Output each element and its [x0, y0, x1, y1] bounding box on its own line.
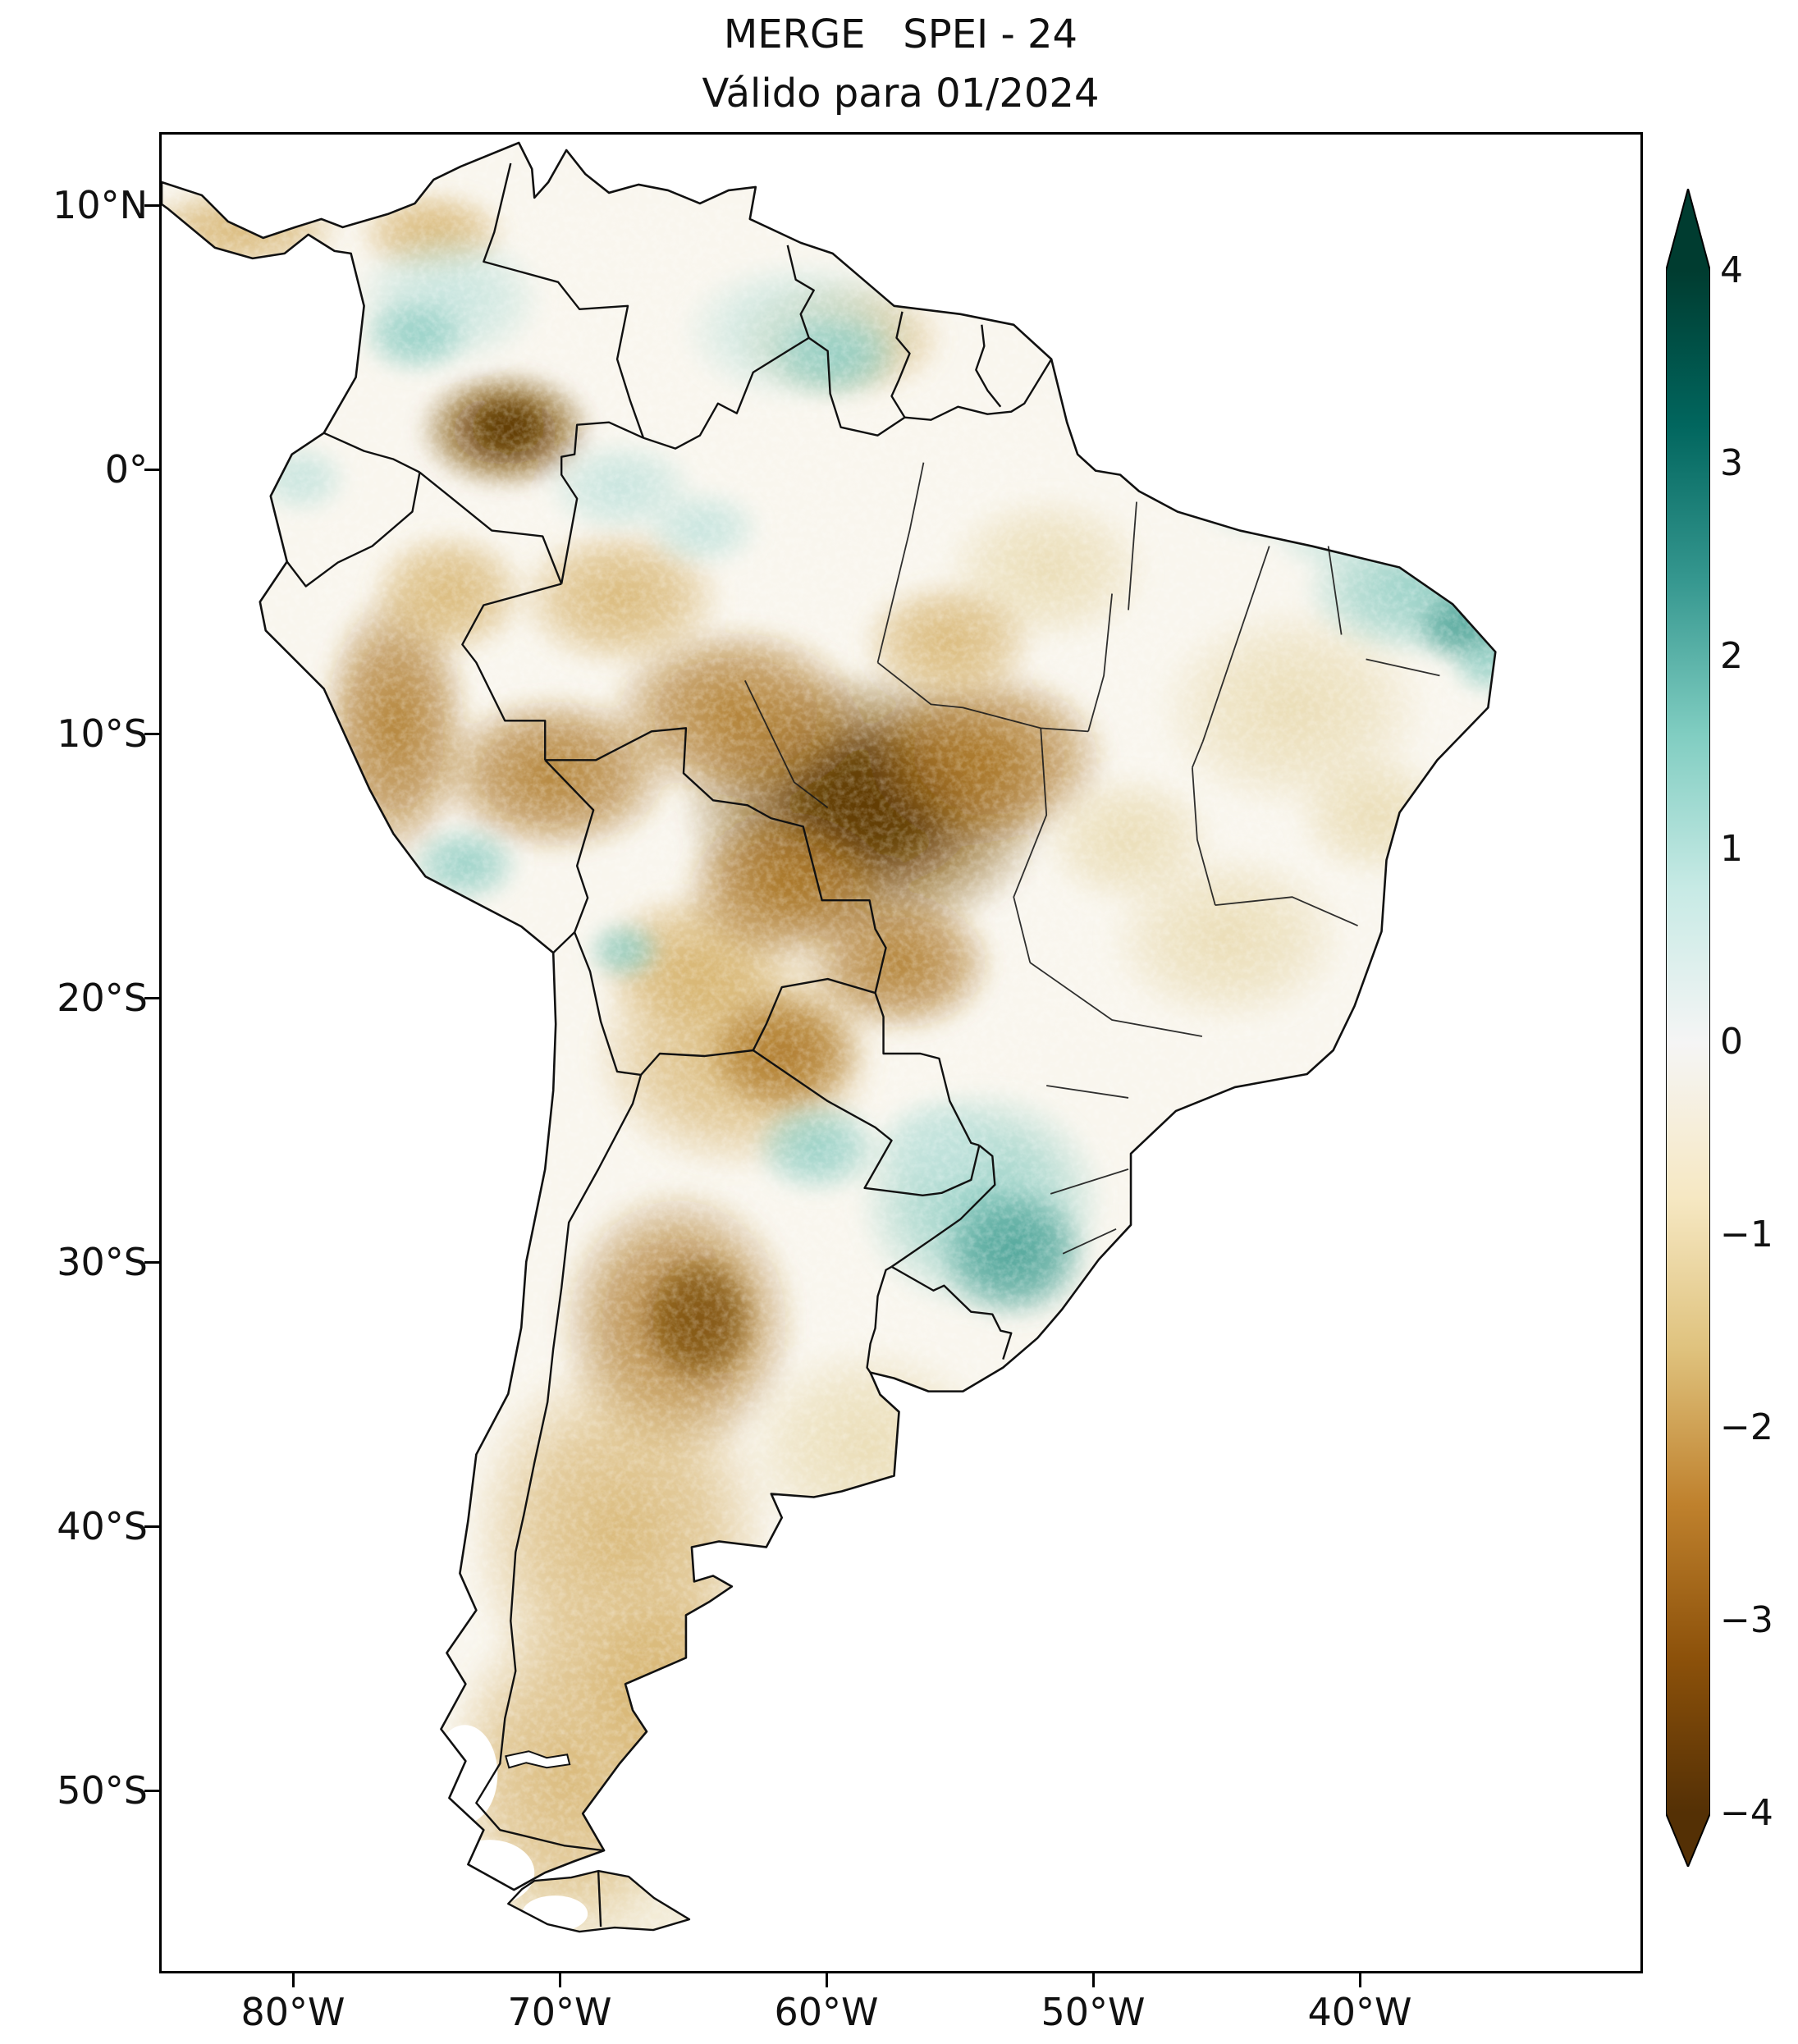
lat-tick-mark: [144, 1261, 159, 1264]
colorbar-tick-m2: −2: [1720, 1406, 1773, 1448]
lat-tick-mark: [144, 997, 159, 999]
lon-tick-label-80w: 80°W: [240, 1990, 345, 2034]
lat-tick-label-30s: 30°S: [57, 1240, 148, 1284]
colorbar-tick-2: 2: [1720, 635, 1743, 677]
figure-subtitle: Válido para 01/2024: [702, 71, 1100, 117]
colorbar-tick-3: 3: [1720, 442, 1743, 484]
lon-tick-label-50w: 50°W: [1041, 1990, 1146, 2034]
lon-tick-label-70w: 70°W: [507, 1990, 612, 2034]
lat-tick-mark: [144, 469, 159, 471]
colorbar-tick-4: 4: [1720, 249, 1743, 291]
colorbar-tick-0: 0: [1720, 1021, 1743, 1063]
lat-tick-mark: [144, 1525, 159, 1528]
lon-tick-mark: [826, 1973, 828, 1987]
colorbar-gradient: [1666, 189, 1710, 1867]
inpe-logo: INPE: [1603, 1930, 1798, 2044]
lat-tick-label-10n: 10°N: [53, 183, 148, 227]
lon-tick-label-60w: 60°W: [774, 1990, 879, 2034]
lat-tick-label-20s: 20°S: [57, 976, 148, 1020]
colorbar-tick-m1: −1: [1720, 1214, 1773, 1255]
lat-tick-label-0: 0°: [104, 447, 148, 492]
state-borders: [744, 462, 1440, 1255]
figure-title: MERGE SPEI - 24: [723, 11, 1078, 57]
lat-tick-mark: [144, 1790, 159, 1792]
patagonia-lake: [505, 1750, 571, 1769]
colorbar-tick-1: 1: [1720, 828, 1743, 870]
lat-tick-label-10s: 10°S: [57, 711, 148, 756]
lat-tick-label-50s: 50°S: [57, 1768, 148, 1813]
south-america-spei-map: [162, 141, 1497, 1933]
lon-tick-mark: [292, 1973, 295, 1987]
colorbar-tick-m4: −4: [1720, 1792, 1773, 1834]
country-borders: [286, 162, 1053, 1927]
colorbar-tick-m3: −3: [1720, 1599, 1773, 1641]
lon-tick-mark: [559, 1973, 561, 1987]
lat-tick-mark: [144, 204, 159, 207]
lat-tick-label-40s: 40°S: [57, 1504, 148, 1548]
lon-tick-mark: [1092, 1973, 1095, 1987]
map-plot-area: INPE: [159, 132, 1643, 1973]
lat-tick-mark: [144, 733, 159, 735]
colorbar: [1666, 189, 1710, 1867]
lon-tick-mark: [1359, 1973, 1361, 1987]
lon-tick-label-40w: 40°W: [1307, 1990, 1412, 2034]
